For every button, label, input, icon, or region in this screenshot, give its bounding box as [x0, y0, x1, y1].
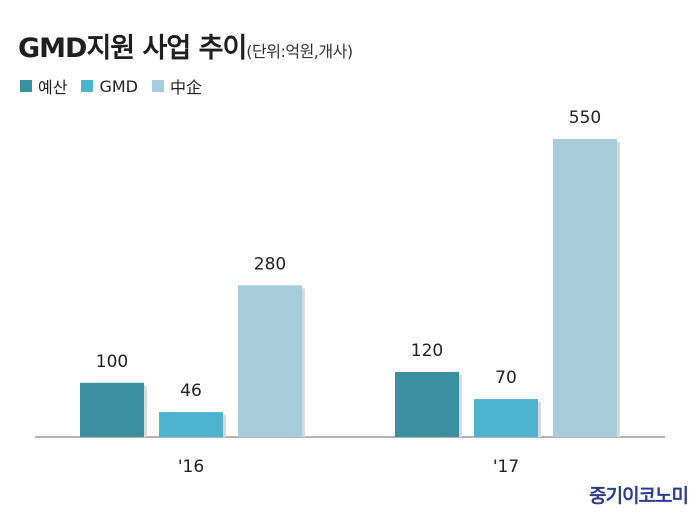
- data-label-sme-1: 550: [569, 108, 601, 128]
- legend-item-gmd: GMD: [81, 77, 138, 96]
- chart-subtitle: (단위:억원,개사): [246, 42, 353, 61]
- data-label-budget-0: 100: [96, 352, 128, 372]
- legend: 예산 GMD 中企: [20, 74, 216, 98]
- legend-swatch-gmd: [81, 80, 94, 92]
- data-label-sme-0: 280: [254, 254, 286, 274]
- legend-item-budget: 예산: [20, 74, 67, 98]
- data-label-gmd-0: 46: [180, 381, 202, 401]
- legend-item-sme: 中企: [151, 74, 202, 98]
- legend-label-gmd: GMD: [99, 76, 138, 96]
- x-tick-label-1: '17: [493, 457, 519, 477]
- data-label-budget-1: 120: [411, 341, 443, 361]
- legend-label-budget: 예산: [38, 78, 68, 97]
- bar-budget-0: [80, 382, 144, 437]
- x-tick-label-0: '16: [178, 457, 204, 477]
- data-label-gmd-1: 70: [495, 368, 517, 388]
- chart-title-block: GMD지원 사업 추이(단위:억원,개사): [18, 26, 353, 65]
- bar-gmd-0: [159, 412, 223, 437]
- legend-swatch-sme: [151, 80, 164, 92]
- bar-sme-1: [553, 139, 617, 437]
- publisher-watermark: 중기이코노미: [589, 485, 689, 507]
- legend-swatch-budget: [20, 80, 32, 92]
- bar-sme-0: [238, 285, 302, 437]
- legend-label-sme: 中企: [169, 78, 202, 97]
- chart-title: GMD지원 사업 추이: [18, 33, 247, 64]
- bar-gmd-1: [474, 399, 538, 437]
- bar-budget-1: [395, 371, 459, 437]
